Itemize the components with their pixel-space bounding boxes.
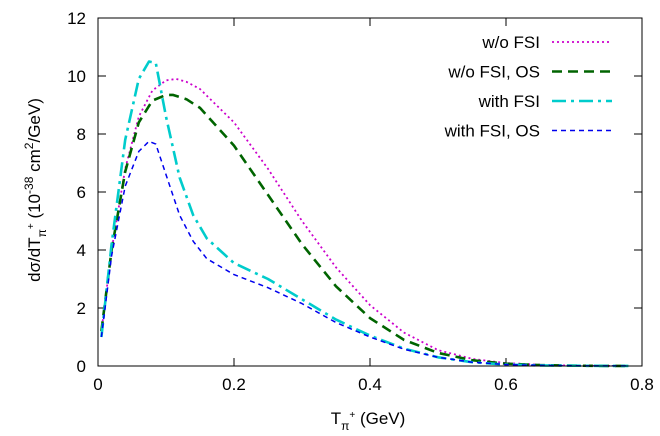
x-axis-label-main: T [331,409,341,428]
legend: w/o FSI w/o FSI, OS with FSI with FSI, OS [444,33,612,141]
y-tick-label: 8 [77,125,86,144]
series-line-w-o-fsi-os [100,93,629,368]
legend-label-w-o-fsi-os: w/o FSI, OS [447,63,540,82]
legend-label-with-fsi-os: with FSI, OS [444,122,540,141]
series-line-with-fsi-os [100,140,629,367]
y-axis-label-main: dσ/dT [25,237,44,282]
x-axis-label-sup: + [349,410,355,421]
y-axis-label-unit-exp2: 2 [22,142,36,149]
x-axis-label-unit: (GeV) [360,409,405,428]
y-tick-label: 6 [77,183,86,202]
y-axis-label-unit-mid: cm [25,149,44,176]
svg-text:dσ/dTπ+ (10-38 cm2/GeV): dσ/dTπ+ (10-38 cm2/GeV) [22,98,49,282]
x-tick-label: 0.4 [358,375,382,394]
x-axis-label-sub: π [341,419,349,433]
svg-text:Tπ+ (GeV): Tπ+ (GeV) [331,409,406,433]
legend-label-with-fsi: with FSI [478,92,540,111]
series-line-with-fsi [100,60,629,368]
x-tick-label: 0 [93,375,102,394]
y-axis-label: dσ/dTπ+ (10-38 cm2/GeV) [22,98,49,282]
x-tick-label: 0.6 [494,375,518,394]
y-tick-label: 0 [77,357,86,376]
y-tick-label: 4 [77,241,86,260]
y-axis-label-unit-post: /GeV) [25,98,44,142]
axis-ticks: 0 0.2 0.4 0.6 0.8 0 2 4 6 8 10 12 [67,9,654,394]
x-tick-label: 0.2 [222,375,246,394]
y-axis-label-sub: π [35,229,49,237]
x-tick-label: 0.8 [630,375,654,394]
y-axis-label-unit-pre: (10 [25,194,44,219]
series-line-w-o-fsi [100,78,629,367]
plot-frame [97,17,643,367]
plot-series [100,60,629,368]
y-axis-label-unit-exp: -38 [22,176,36,194]
y-axis-label-sup: + [26,223,37,229]
y-tick-label: 2 [77,299,86,318]
y-tick-label: 10 [67,67,86,86]
legend-label-w-o-fsi: w/o FSI [481,33,540,52]
x-axis-label: Tπ+ (GeV) [331,409,406,433]
y-tick-label: 12 [67,9,86,28]
